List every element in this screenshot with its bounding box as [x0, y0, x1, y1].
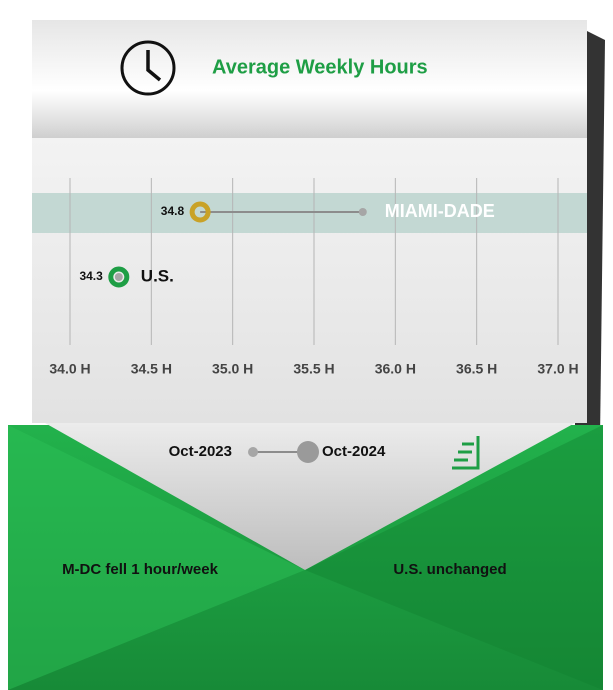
- category-label: MIAMI-DADE: [385, 201, 495, 221]
- dot-end: [189, 201, 211, 223]
- legend-label: Oct-2023: [169, 443, 232, 460]
- x-tick-label: 34.5 H: [131, 361, 172, 377]
- legend-swatch: [248, 447, 258, 457]
- chart-panel: [32, 138, 587, 423]
- legend-swatch: [297, 441, 319, 463]
- category-label: U.S.: [141, 266, 174, 285]
- legend-icon: [452, 436, 480, 470]
- x-tick-label: 36.5 H: [456, 361, 497, 377]
- header: [32, 20, 587, 138]
- x-tick-label: 37.0 H: [537, 361, 578, 377]
- legend-label: Oct-2024: [322, 443, 386, 460]
- annotation: M-DC fell 1 hour/week: [62, 561, 219, 578]
- value-label: 34.8: [161, 204, 185, 218]
- x-tick-label: 34.0 H: [49, 361, 90, 377]
- x-tick-label: 35.5 H: [293, 361, 334, 377]
- value-label: 34.3: [79, 269, 103, 283]
- x-tick-label: 35.0 H: [212, 361, 253, 377]
- green-flap-left: [8, 425, 305, 690]
- x-tick-label: 36.0 H: [375, 361, 416, 377]
- green-flap-right: [305, 425, 603, 690]
- annotation: U.S. unchanged: [393, 561, 506, 578]
- dot-end: [108, 266, 130, 288]
- dot-start: [114, 273, 123, 281]
- chart-title: Average Weekly Hours: [212, 56, 428, 78]
- clock-icon: [120, 40, 176, 96]
- paper-flap: [45, 423, 575, 570]
- dot-start: [358, 208, 367, 216]
